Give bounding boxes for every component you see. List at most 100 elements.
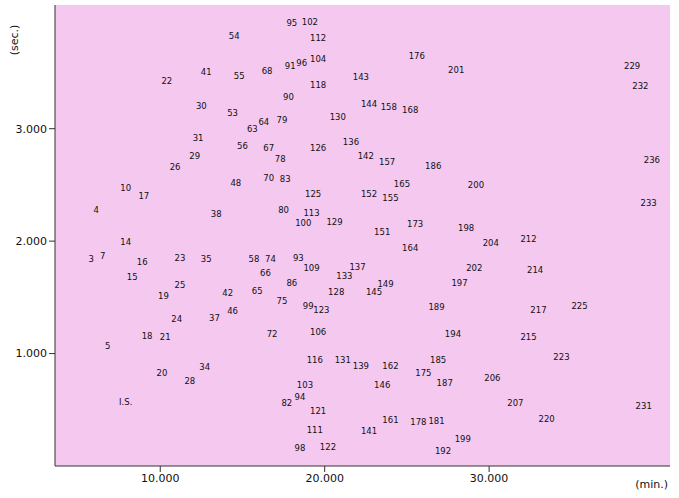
svg-text:91: 91 — [285, 61, 296, 71]
svg-text:58: 58 — [249, 254, 260, 264]
svg-text:17: 17 — [138, 191, 149, 201]
svg-text:116: 116 — [307, 355, 323, 365]
svg-text:55: 55 — [234, 71, 245, 81]
svg-text:95: 95 — [286, 18, 297, 28]
svg-text:168: 168 — [402, 105, 418, 115]
svg-text:146: 146 — [374, 380, 390, 390]
svg-text:198: 198 — [458, 223, 474, 233]
svg-text:102: 102 — [302, 17, 318, 27]
svg-text:236: 236 — [644, 155, 660, 165]
svg-text:18: 18 — [142, 331, 153, 341]
svg-text:74: 74 — [265, 254, 276, 264]
svg-text:194: 194 — [445, 329, 461, 339]
svg-text:141: 141 — [361, 426, 377, 436]
svg-text:41: 41 — [201, 67, 212, 77]
svg-text:206: 206 — [484, 373, 500, 383]
svg-text:139: 139 — [353, 361, 369, 371]
svg-text:96: 96 — [296, 58, 307, 68]
svg-text:1.000: 1.000 — [16, 347, 48, 360]
svg-text:20: 20 — [156, 368, 167, 378]
svg-text:98: 98 — [295, 443, 306, 453]
svg-text:144: 144 — [361, 99, 377, 109]
svg-text:201: 201 — [448, 65, 464, 75]
svg-text:161: 161 — [382, 415, 398, 425]
svg-text:25: 25 — [175, 280, 186, 290]
svg-text:106: 106 — [310, 327, 326, 337]
svg-text:35: 35 — [201, 254, 212, 264]
svg-text:123: 123 — [313, 305, 329, 315]
svg-text:192: 192 — [435, 446, 451, 456]
svg-text:37: 37 — [209, 313, 220, 323]
svg-text:229: 229 — [624, 61, 640, 71]
svg-text:(min.): (min.) — [635, 478, 668, 491]
svg-text:14: 14 — [120, 237, 131, 247]
svg-text:199: 199 — [455, 434, 471, 444]
svg-text:125: 125 — [305, 189, 321, 199]
svg-text:176: 176 — [409, 51, 425, 61]
svg-text:34: 34 — [199, 362, 210, 372]
svg-text:152: 152 — [361, 189, 377, 199]
svg-text:178: 178 — [410, 417, 426, 427]
svg-text:112: 112 — [310, 33, 326, 43]
svg-text:4: 4 — [93, 205, 98, 215]
svg-text:186: 186 — [425, 161, 441, 171]
svg-text:28: 28 — [184, 376, 195, 386]
svg-text:46: 46 — [227, 306, 238, 316]
svg-text:162: 162 — [382, 361, 398, 371]
svg-text:99: 99 — [303, 301, 314, 311]
svg-text:220: 220 — [539, 414, 555, 424]
svg-text:30: 30 — [196, 101, 207, 111]
svg-text:38: 38 — [211, 209, 222, 219]
svg-text:63: 63 — [247, 124, 258, 134]
svg-text:24: 24 — [171, 314, 182, 324]
svg-text:223: 223 — [553, 352, 569, 362]
svg-text:5: 5 — [105, 341, 110, 351]
svg-text:100: 100 — [295, 218, 311, 228]
svg-text:15: 15 — [127, 272, 138, 282]
svg-text:189: 189 — [428, 302, 444, 312]
svg-text:I.S.: I.S. — [119, 397, 132, 407]
svg-text:128: 128 — [328, 287, 344, 297]
svg-text:113: 113 — [303, 208, 319, 218]
svg-text:10: 10 — [120, 183, 131, 193]
svg-text:20.000: 20.000 — [305, 472, 344, 485]
svg-text:80: 80 — [278, 205, 289, 215]
svg-text:185: 185 — [430, 355, 446, 365]
svg-text:143: 143 — [353, 72, 369, 82]
svg-text:21: 21 — [160, 332, 171, 342]
svg-text:126: 126 — [310, 143, 326, 153]
svg-text:165: 165 — [394, 179, 410, 189]
svg-text:212: 212 — [520, 234, 536, 244]
svg-text:207: 207 — [507, 398, 523, 408]
svg-text:(sec.): (sec.) — [8, 25, 21, 56]
svg-text:131: 131 — [335, 355, 351, 365]
svg-text:72: 72 — [267, 329, 278, 339]
svg-text:232: 232 — [632, 81, 648, 91]
svg-text:70: 70 — [263, 173, 274, 183]
svg-text:202: 202 — [466, 263, 482, 273]
svg-text:7: 7 — [100, 251, 105, 261]
svg-text:133: 133 — [336, 271, 352, 281]
svg-text:215: 215 — [520, 332, 536, 342]
svg-text:214: 214 — [527, 265, 543, 275]
svg-text:64: 64 — [258, 117, 269, 127]
svg-text:2.000: 2.000 — [16, 235, 48, 248]
svg-text:118: 118 — [310, 80, 326, 90]
svg-text:53: 53 — [227, 108, 238, 118]
svg-text:56: 56 — [237, 141, 248, 151]
svg-text:197: 197 — [451, 278, 467, 288]
svg-text:104: 104 — [310, 54, 326, 64]
svg-text:173: 173 — [407, 219, 423, 229]
svg-text:157: 157 — [379, 157, 395, 167]
svg-text:30.000: 30.000 — [470, 472, 509, 485]
svg-text:225: 225 — [571, 301, 587, 311]
svg-text:65: 65 — [252, 286, 263, 296]
svg-text:155: 155 — [382, 193, 398, 203]
svg-text:129: 129 — [326, 217, 342, 227]
svg-text:204: 204 — [483, 238, 499, 248]
svg-text:54: 54 — [229, 31, 240, 41]
svg-text:181: 181 — [428, 416, 444, 426]
svg-text:10.000: 10.000 — [141, 472, 180, 485]
svg-text:31: 31 — [193, 133, 204, 143]
svg-text:164: 164 — [402, 243, 418, 253]
